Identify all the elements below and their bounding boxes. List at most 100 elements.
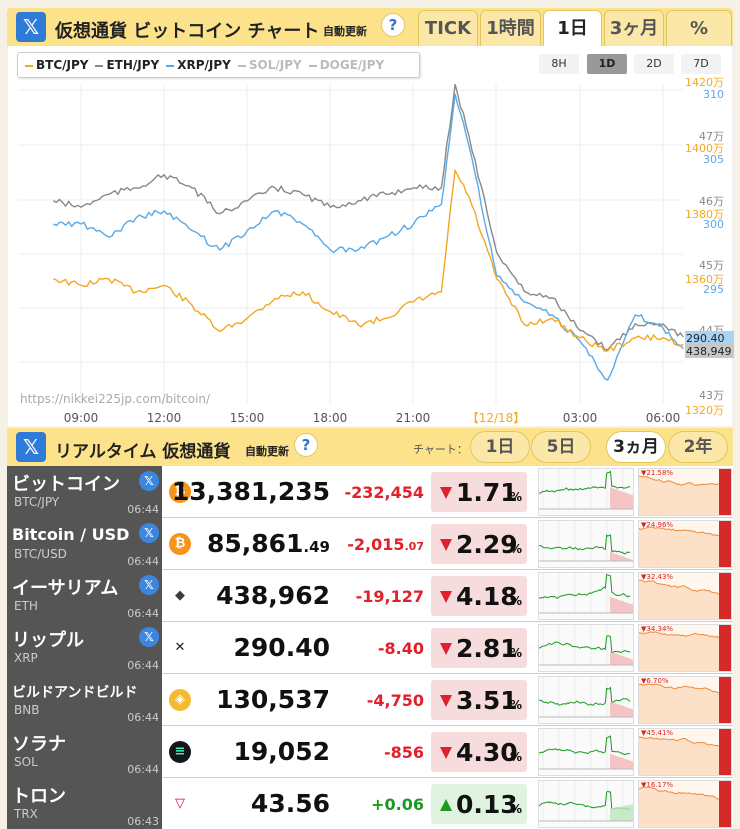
percent-unit: % — [509, 594, 522, 608]
mini-chart-3m[interactable]: ▼16.17% — [638, 780, 732, 828]
mini-chart-1d-canvas — [538, 469, 633, 510]
help-icon[interactable]: ? — [381, 13, 405, 37]
mini-3m-line — [639, 683, 720, 694]
price-value: 290.40 — [234, 633, 330, 662]
period-tab-1[interactable]: 1時間 — [480, 10, 541, 46]
table-row[interactable]: ビルドアンドビルド BNB 06:44 ◈ 130,537 -4,750 3.51% ▼6.7… — [7, 674, 733, 726]
mini-chart-3m[interactable]: ▼32.43% — [638, 572, 732, 620]
legend-item-doge-jpy[interactable]: DOGE/JPY — [308, 58, 384, 72]
legend-item-eth-jpy[interactable]: ETH/JPY — [95, 58, 159, 72]
period-tab-4[interactable]: % — [666, 10, 732, 46]
chart-tab-1[interactable]: 5日 — [531, 431, 591, 463]
mini-3m-change: ▼32.43% — [641, 573, 674, 581]
btc-axis-label: 1400万 — [685, 142, 724, 155]
mini-chart-1d[interactable] — [538, 468, 634, 516]
table-row[interactable]: ソラナ SOL 06:44 ≡ 19,052 -856 4.30% ▼45.41% — [7, 726, 733, 778]
xrp-axis-label: 295 — [703, 283, 724, 296]
coin-name-cell[interactable]: ビルドアンドビルド BNB 06:44 — [7, 674, 162, 726]
coin-name-cell[interactable]: ビットコイン BTC/JPY 06:44 𝕏 — [7, 466, 162, 518]
coin-symbol: BTC/JPY — [14, 495, 60, 509]
update-time: 06:44 — [127, 763, 159, 776]
coin-name: ソラナ — [12, 734, 66, 755]
change-int: -2,015 — [347, 535, 405, 554]
x-share-icon[interactable]: 𝕏 — [16, 432, 46, 462]
coin-symbol: XRP — [14, 651, 38, 665]
update-time: 06:44 — [127, 555, 159, 568]
range-button-1d[interactable]: 1D — [587, 54, 627, 74]
legend-item-btc-jpy[interactable]: BTC/JPY — [25, 58, 88, 72]
eth-current-value: 438,949 — [686, 345, 732, 358]
mini-3m-fill — [639, 684, 719, 723]
change-value: -4,750 — [367, 691, 424, 710]
mini-chart-1d[interactable] — [538, 624, 634, 672]
mini-chart-3m[interactable]: ▼21.58% — [638, 468, 732, 516]
period-tab-2[interactable]: 1日 — [543, 10, 602, 46]
table-row[interactable]: リップル XRP 06:44 𝕏 ✕ 290.40 -8.40 2.81% ▼34.34% — [7, 622, 733, 674]
chart-grid — [18, 84, 683, 404]
percent-unit: % — [509, 802, 522, 816]
mini-chart-3m[interactable]: ▼24.96% — [638, 520, 732, 568]
price-int: 13,381,235 — [171, 477, 330, 506]
x-share-icon[interactable]: 𝕏 — [139, 471, 159, 491]
coin-name-cell[interactable]: トロン TRX 06:43 — [7, 778, 162, 829]
mini-line — [538, 534, 631, 555]
coin-name-cell[interactable]: イーサリアム ETH 06:44 𝕏 — [7, 570, 162, 622]
x-share-icon[interactable]: 𝕏 — [16, 12, 46, 42]
table-row[interactable]: イーサリアム ETH 06:44 𝕏 ◆ 438,962 -19,127 4.18% ▼32.4… — [7, 570, 733, 622]
coin-name-cell[interactable]: リップル XRP 06:44 𝕏 — [7, 622, 162, 674]
mini-3m-change: ▼21.58% — [641, 469, 674, 477]
x-share-icon[interactable]: 𝕏 — [139, 523, 159, 543]
mini-chart-1d[interactable] — [538, 780, 634, 828]
coin-name-cell[interactable]: Bitcoin / USD BTC/USD 06:44 𝕏 — [7, 518, 162, 570]
mini-chart-1d[interactable] — [538, 676, 634, 724]
percent-change: 2.29% — [431, 524, 527, 564]
mini-chart-1d[interactable] — [538, 728, 634, 776]
mini-fill — [610, 596, 633, 613]
chart-tab-3[interactable]: 2年 — [668, 431, 728, 463]
mini-chart-3m[interactable]: ▼6.70% — [638, 676, 732, 724]
mini-line — [538, 735, 630, 756]
table-row[interactable]: ビットコイン BTC/JPY 06:44 𝕏 ₿ 13,381,235 -232,454 1.… — [7, 466, 733, 518]
table-row[interactable]: Bitcoin / USD BTC/USD 06:44 𝕏 ₿ 85,861.49 -2,0… — [7, 518, 733, 570]
mini-chart-3m-canvas — [639, 631, 720, 671]
period-tab-0[interactable]: TICK — [418, 10, 478, 46]
coin-symbol: SOL — [14, 755, 38, 769]
range-button-7d[interactable]: 7D — [681, 54, 721, 74]
mini-3m-fill — [639, 580, 719, 619]
range-button-8h[interactable]: 8H — [539, 54, 579, 74]
mini-chart-3m[interactable]: ▼45.41% — [638, 728, 732, 776]
coin-name: リップル — [12, 630, 84, 651]
percent-value: 1.71 — [456, 478, 518, 507]
mini-line — [538, 635, 631, 654]
coin-name-cell[interactable]: ソラナ SOL 06:44 — [7, 726, 162, 778]
coin-name: ビルドアンドビルド — [12, 685, 138, 701]
mini-fill — [610, 701, 633, 717]
change-value: +0.06 — [371, 795, 424, 814]
help-icon[interactable]: ? — [294, 433, 318, 457]
mini-chart-3m[interactable]: ▼34.34% — [638, 624, 732, 672]
mini-chart-1d[interactable] — [538, 572, 634, 620]
coin-name: イーサリアム — [12, 578, 119, 599]
legend-item-sol-jpy[interactable]: SOL/JPY — [237, 58, 302, 72]
x-share-icon[interactable]: 𝕏 — [139, 627, 159, 647]
chart-range-label: チャート： — [413, 443, 468, 456]
x-share-icon[interactable]: 𝕏 — [139, 575, 159, 595]
mini-chart-1d-canvas — [538, 781, 633, 822]
percent-value: 0.13 — [456, 790, 518, 819]
update-time: 06:43 — [127, 815, 159, 828]
change-value: -8.40 — [378, 639, 424, 658]
change-value: -2,015.07 — [347, 535, 424, 554]
mini-chart-1d[interactable] — [538, 520, 634, 568]
chart-canvas[interactable]: 09:00 12:00 15:00 18:00 21:00 【12/18】 03:00 06:… — [8, 46, 734, 426]
chart-tab-2[interactable]: 3ヵ月 — [606, 431, 666, 463]
btc-axis-label: 1420万 — [685, 76, 724, 89]
period-tab-3[interactable]: 3ヶ月 — [604, 10, 664, 46]
chart-tab-0[interactable]: 1日 — [470, 431, 530, 463]
table-row[interactable]: トロン TRX 06:43 ▽ 43.56 +0.06 0.13% ▼16.17% — [7, 778, 733, 829]
auto-update-label: 自動更新 — [245, 445, 289, 458]
arrow-down-icon — [440, 695, 452, 707]
range-button-2d[interactable]: 2D — [634, 54, 674, 74]
coin-symbol: TRX — [14, 807, 38, 821]
mini-chart-3m-canvas — [639, 683, 720, 723]
legend-item-xrp-jpy[interactable]: XRP/JPY — [166, 58, 231, 72]
